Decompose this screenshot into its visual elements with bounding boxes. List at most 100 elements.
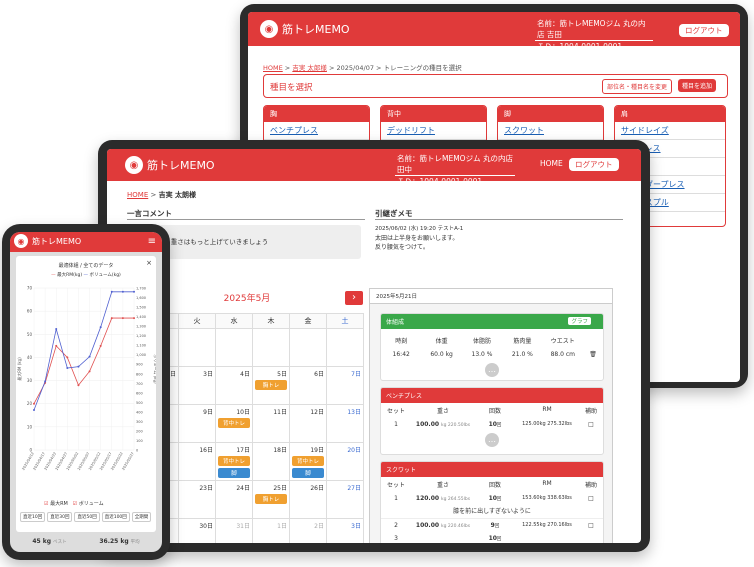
range-button[interactable]: 直近100回: [101, 512, 130, 522]
squat-card: スクワット セット 重さ 回数 RM 補助 1 120.00 kg 264.55lbs 10…: [380, 461, 604, 543]
calendar-day[interactable]: [289, 328, 327, 367]
y2-tick-label: 1,100: [136, 344, 146, 348]
exercise-item[interactable]: ベンチプレス: [264, 122, 369, 140]
calendar-day[interactable]: [215, 328, 253, 367]
assist-checkbox[interactable]: □: [588, 522, 594, 529]
calendar-tag[interactable]: 脚: [292, 468, 324, 478]
calendar-day[interactable]: [252, 328, 290, 367]
logout-button[interactable]: ログアウト: [569, 158, 619, 171]
y-tick-label: 60: [27, 309, 33, 314]
next-month-button[interactable]: ›: [345, 291, 363, 305]
close-icon[interactable]: ×: [146, 259, 152, 267]
rm-checkbox[interactable]: ☑: [44, 501, 49, 507]
calendar-day[interactable]: 19日 背中トレ脚: [289, 442, 327, 481]
add-exercise-button[interactable]: 種目を追加: [678, 79, 717, 92]
calendar-day[interactable]: 30日: [178, 518, 216, 543]
calendar-tag[interactable]: 胸トレ: [255, 380, 287, 390]
calendar-day[interactable]: 11日: [252, 404, 290, 443]
data-point: [121, 317, 124, 320]
calendar-day[interactable]: 13日: [326, 404, 364, 443]
calendar-day[interactable]: 31日: [215, 518, 253, 543]
calendar-tag[interactable]: 背中トレ: [218, 456, 250, 466]
exercise-item[interactable]: スクワット: [498, 122, 603, 140]
chart-title: 最適体組 / 全てのデータ: [58, 263, 114, 269]
more-icon[interactable]: …: [485, 363, 499, 377]
volume-checkbox[interactable]: ☑: [72, 501, 78, 507]
range-buttons: 直近10回 直近30回 直近50回 直近100回 全期間: [20, 512, 152, 522]
calendar-day[interactable]: 3日: [326, 518, 364, 543]
y2-axis-label: ボリューム (kg): [153, 354, 156, 384]
day-date: 2025年5月21日: [370, 289, 612, 304]
chart-modal: 最適体組 / 全てのデータ × — 最大RM(kg) — ボリューム(kg) 0…: [16, 256, 156, 532]
calendar-day[interactable]: 9日: [178, 404, 216, 443]
calendar-day[interactable]: 6日: [289, 366, 327, 405]
calendar-day[interactable]: [178, 328, 216, 367]
data-point: [66, 356, 69, 359]
weekday-header: 金: [289, 313, 327, 329]
exercise-item[interactable]: デッドリフト: [381, 122, 486, 140]
more-icon[interactable]: …: [485, 433, 499, 447]
data-point: [110, 290, 113, 293]
y-axis-label: 最大RM (kg): [16, 357, 22, 381]
logo[interactable]: ◉ 筋トレMEMO: [260, 20, 350, 38]
calendar-day[interactable]: 3日: [178, 366, 216, 405]
calendar-day[interactable]: 5日 胸トレ: [252, 366, 290, 405]
change-names-button[interactable]: 部位名・種目名を変更: [602, 79, 673, 94]
calendar-day[interactable]: 25日 胸トレ: [252, 480, 290, 519]
assist-checkbox[interactable]: □: [588, 421, 594, 428]
calendar-day[interactable]: 2日: [289, 518, 327, 543]
weekday-header: 土: [326, 313, 364, 329]
day-detail-panel: 2025年5月21日 体組成 グラフ 時刻 体重 体脂肪 筋肉量 ウエスト 16:42 6…: [369, 288, 613, 543]
data-point: [133, 317, 135, 320]
calendar-tag[interactable]: 背中トレ: [292, 456, 324, 466]
y2-tick-label: 1,500: [136, 306, 146, 310]
logout-button[interactable]: ログアウト: [679, 24, 729, 37]
assist-checkbox[interactable]: □: [588, 495, 594, 502]
calendar-day[interactable]: 27日: [326, 480, 364, 519]
calendar-day[interactable]: 7日: [326, 366, 364, 405]
calendar-day[interactable]: 12日: [289, 404, 327, 443]
data-point: [77, 384, 80, 387]
x-tick-label: 2025/05/27: [121, 452, 135, 471]
phone-screen: ◉ 筋トレMEMO ≡ 最適体組 / 全てのデータ × — 最大RM(kg) — …: [10, 232, 162, 552]
calendar-tag[interactable]: 胸トレ: [255, 494, 287, 504]
data-point: [66, 367, 69, 370]
data-point: [44, 380, 47, 383]
calendar-day[interactable]: 17日 背中トレ脚: [215, 442, 253, 481]
trash-icon[interactable]: 🗑: [589, 351, 597, 358]
menu-icon[interactable]: ≡: [147, 236, 156, 247]
y-tick-label: 0: [29, 448, 32, 453]
range-button[interactable]: 直近30回: [47, 512, 73, 522]
exercise-item[interactable]: サイドレイズ: [615, 122, 725, 140]
calendar-day[interactable]: 16日: [178, 442, 216, 481]
app-header: ◉ 筋トレMEMO 名前：筋トレMEMOジム 丸の内店 田中 ＩＤ：1004-000…: [107, 149, 641, 188]
breadcrumb: HOME > 吉実 太朗様: [127, 191, 197, 199]
calendar-day[interactable]: 26日: [289, 480, 327, 519]
select-title: 種目を選択: [270, 83, 313, 93]
range-button[interactable]: 全期間: [131, 512, 152, 522]
muscle-icon: ◉: [125, 156, 143, 174]
data-point: [33, 408, 35, 411]
logo[interactable]: ◉ 筋トレMEMO: [14, 234, 81, 248]
calendar-day[interactable]: 18日: [252, 442, 290, 481]
calendar-day[interactable]: 20日: [326, 442, 364, 481]
exercise-item[interactable]: ショルダープレス: [615, 176, 725, 194]
calendar-month: 2025年5月: [223, 294, 271, 304]
calendar-day[interactable]: 23日: [178, 480, 216, 519]
logo[interactable]: ◉ 筋トレMEMO: [125, 156, 215, 174]
calendar-day[interactable]: 1日: [252, 518, 290, 543]
calendar-tag[interactable]: 背中トレ: [218, 418, 250, 428]
calendar-day[interactable]: [326, 328, 364, 367]
range-button[interactable]: 直近50回: [74, 512, 100, 522]
calendar-day[interactable]: 4日: [215, 366, 253, 405]
calendar-tag[interactable]: 脚: [218, 468, 250, 478]
graph-button[interactable]: グラフ: [568, 317, 591, 325]
home-link[interactable]: HOME: [540, 159, 563, 168]
y2-tick-label: 500: [136, 401, 143, 405]
data-point: [110, 317, 113, 320]
calendar-day[interactable]: 24日: [215, 480, 253, 519]
calendar-day[interactable]: 10日 背中トレ: [215, 404, 253, 443]
user-info: 名前：筋トレMEMOジム 丸の内店 田中 ＩＤ：1004-0001-0001: [395, 153, 515, 188]
y-tick-label: 70: [27, 286, 33, 291]
range-button[interactable]: 直近10回: [20, 512, 46, 522]
